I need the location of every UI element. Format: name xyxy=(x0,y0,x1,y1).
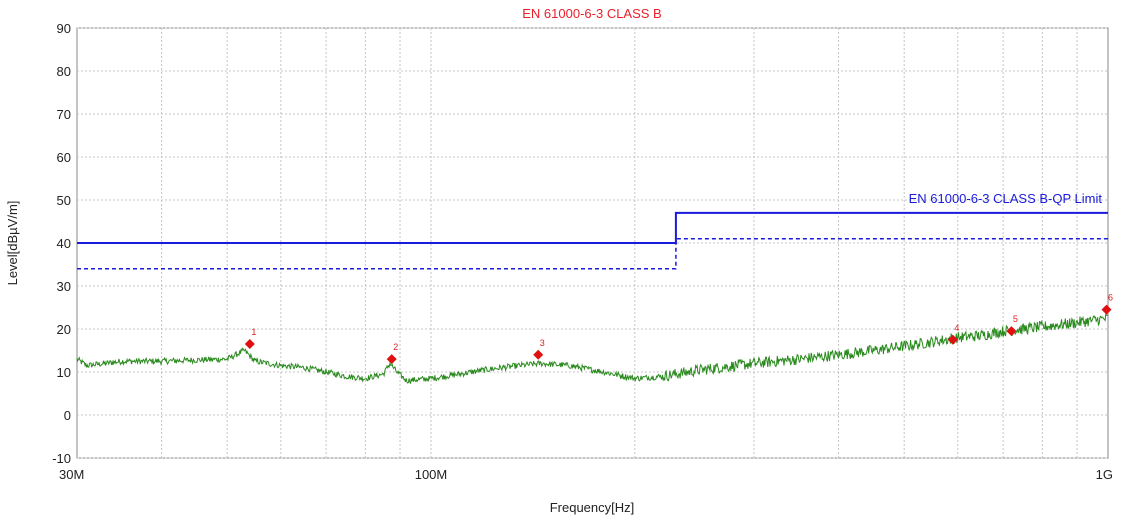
x-tick-label: 1G xyxy=(1096,467,1113,482)
peak-marker xyxy=(386,354,397,365)
x-axis-label: Frequency[Hz] xyxy=(550,500,635,515)
x-tick-label: 100M xyxy=(415,467,448,482)
peak-marker-label: 2 xyxy=(393,342,398,352)
peak-marker xyxy=(533,349,544,360)
y-tick-label: 80 xyxy=(57,64,71,79)
y-tick-label: 20 xyxy=(57,322,71,337)
peak-marker-label: 6 xyxy=(1108,293,1113,303)
y-axis-label: Level[dBµV/m] xyxy=(5,201,20,286)
y-tick-label: 30 xyxy=(57,279,71,294)
markers-group: 1 2 3 4 5 6 xyxy=(244,293,1113,365)
peak-marker xyxy=(947,334,958,345)
y-tick-label: 0 xyxy=(64,408,71,423)
y-tick-label: -10 xyxy=(52,451,71,466)
chart-title: EN 61000-6-3 CLASS B xyxy=(522,6,661,21)
peak-marker xyxy=(1101,304,1112,315)
peak-marker-label: 3 xyxy=(540,338,545,348)
y-tick-label: 40 xyxy=(57,236,71,251)
series-measurement-trace xyxy=(76,312,1109,385)
peak-marker-label: 1 xyxy=(251,327,256,337)
y-tick-label: 50 xyxy=(57,193,71,208)
y-tick-label: 90 xyxy=(57,21,71,36)
series-limit-line xyxy=(77,211,1108,244)
y-tick-label: 10 xyxy=(57,365,71,380)
y-tick-label: 60 xyxy=(57,150,71,165)
y-tick-label: 70 xyxy=(57,107,71,122)
peak-marker-label: 4 xyxy=(954,323,959,333)
peak-marker xyxy=(244,339,255,350)
series-group xyxy=(76,211,1109,385)
x-tick-labels: 30M 100M 1G xyxy=(59,467,1113,482)
peak-marker xyxy=(1006,326,1017,337)
legend-limit-label: EN 61000-6-3 CLASS B-QP Limit xyxy=(909,191,1103,206)
peak-marker-label: 5 xyxy=(1013,314,1018,324)
y-tick-labels: -10 0 10 20 30 40 50 60 70 80 90 xyxy=(52,21,71,466)
x-tick-label: 30M xyxy=(59,467,84,482)
